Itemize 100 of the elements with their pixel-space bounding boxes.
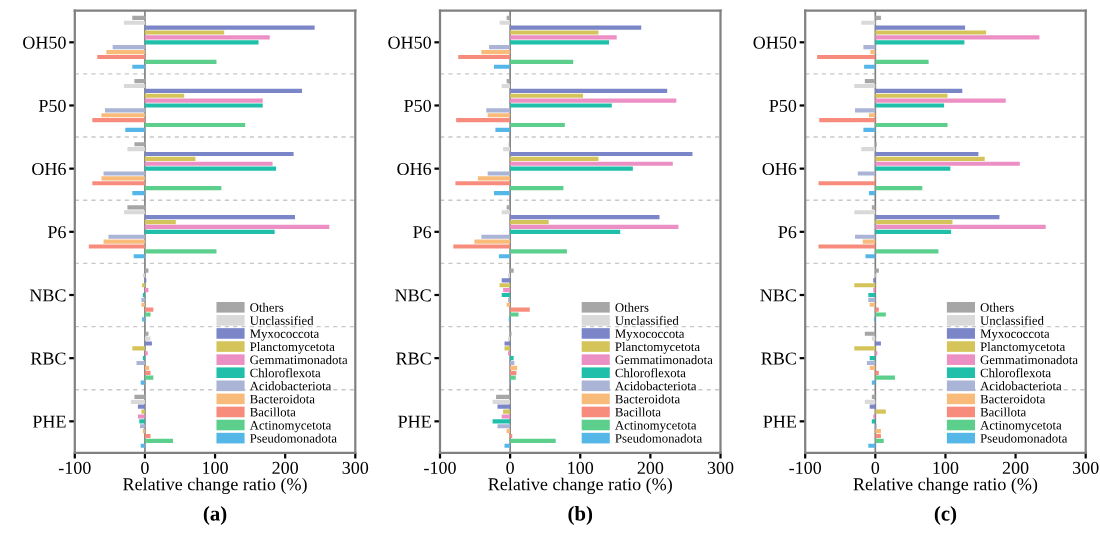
x-tick-label: 300 [1073,461,1099,474]
bar [123,210,145,215]
bar [854,83,876,89]
y-tick-label: OH50 [23,36,66,49]
x-axis-title: Relative change ratio (%) [488,477,672,495]
bar [875,312,886,317]
y-tick-label: P6 [413,226,432,239]
x-tick-label: 200 [272,461,299,474]
bar [854,210,876,215]
y-tick-label: P50 [38,99,66,112]
bar [875,341,881,346]
bar [144,93,185,98]
y-tick-label: OH6 [762,162,797,176]
bar [866,360,876,366]
bar [868,297,876,302]
bar [510,151,693,157]
bar [875,156,985,161]
bar [501,278,511,283]
x-tick-label: 300 [342,461,369,474]
bar [510,186,564,191]
bar [861,20,876,25]
bar [863,45,876,50]
bar [144,365,150,370]
bar [510,307,530,312]
x-tick-label: -100 [424,461,456,474]
y-tick-label: P50 [404,99,431,112]
bar [875,25,966,30]
bar [510,224,679,230]
bar [875,98,1006,103]
bar [501,210,511,215]
x-tick-label: 100 [203,461,228,474]
bar [503,409,511,414]
bar [875,229,952,234]
bar [144,35,270,40]
bar [92,181,145,186]
bar [875,161,1020,166]
bar [510,370,517,375]
bar [127,147,145,152]
bar [144,122,246,128]
bar [862,239,876,244]
bar [132,15,145,20]
bar [857,171,876,176]
x-tick-label: 200 [637,461,664,474]
bar [510,215,660,220]
bar [104,108,145,113]
bar [127,205,145,210]
bar [132,190,145,196]
bar [875,35,1040,40]
bar [875,249,939,254]
y-tick-label: OH50 [753,36,797,49]
x-axis-title: Relative change ratio (%) [123,477,307,495]
bar [499,283,511,288]
bar [133,254,145,259]
text: (a) [203,505,227,525]
bar [818,181,876,186]
y-tick-label: RBC [30,352,66,365]
bar [144,375,154,380]
y-tick-label: NBC [760,289,796,302]
bar [861,147,876,152]
bar [875,151,979,157]
bar [854,234,876,239]
bar [455,181,511,186]
bar [504,341,511,346]
bar [108,234,145,239]
bar [875,59,929,64]
bar [819,118,876,123]
bar [510,103,612,108]
bar [870,49,876,55]
bar [489,45,511,50]
y-tick-label: NBC [395,289,431,302]
bar [144,219,176,225]
bar [501,292,511,298]
bar [875,93,948,98]
bar [487,171,511,176]
bar [498,254,511,259]
bar [144,166,277,171]
bar [456,118,511,123]
bar [492,419,511,424]
bar [486,108,511,113]
bar [875,219,953,225]
bar [510,93,584,98]
bar [130,399,145,404]
bar [875,224,1046,230]
bar [132,346,145,351]
bar [510,312,519,317]
x-tick-label: 0 [871,461,880,474]
bar [92,118,145,123]
bar [134,394,145,399]
x-tick-label: -100 [58,461,91,474]
bar [510,98,677,103]
bar [144,307,154,312]
bar [144,151,294,157]
x-tick-label: 100 [568,461,594,474]
bar [854,346,876,351]
bar [106,49,145,55]
bar [139,419,145,424]
y-tick-label: OH6 [32,162,66,176]
bar [144,103,263,108]
bar [144,25,315,30]
bar [136,360,145,366]
